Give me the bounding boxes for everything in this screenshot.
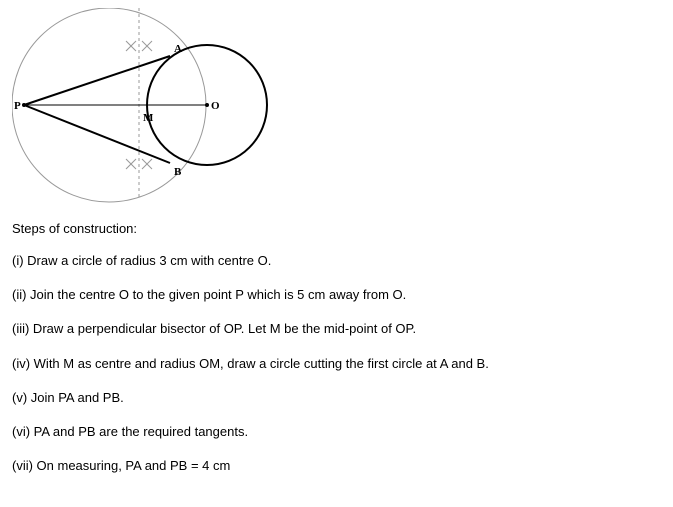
step-2: (ii) Join the centre O to the given poin…	[12, 286, 661, 304]
step-5: (v) Join PA and PB.	[12, 389, 661, 407]
step-1: (i) Draw a circle of radius 3 cm with ce…	[12, 252, 661, 270]
step-3: (iii) Draw a perpendicular bisector of O…	[12, 320, 661, 338]
svg-text:O: O	[211, 100, 220, 112]
steps-heading: Steps of construction:	[12, 221, 661, 236]
svg-text:A: A	[174, 43, 182, 55]
step-7: (vii) On measuring, PA and PB = 4 cm	[12, 457, 661, 475]
geometry-diagram: P O M A B	[12, 8, 292, 203]
svg-text:M: M	[143, 112, 154, 124]
step-4: (iv) With M as centre and radius OM, dra…	[12, 355, 661, 373]
svg-text:P: P	[14, 100, 21, 112]
svg-text:B: B	[174, 166, 182, 178]
step-6: (vi) PA and PB are the required tangents…	[12, 423, 661, 441]
construction-svg: P O M A B	[12, 8, 292, 203]
